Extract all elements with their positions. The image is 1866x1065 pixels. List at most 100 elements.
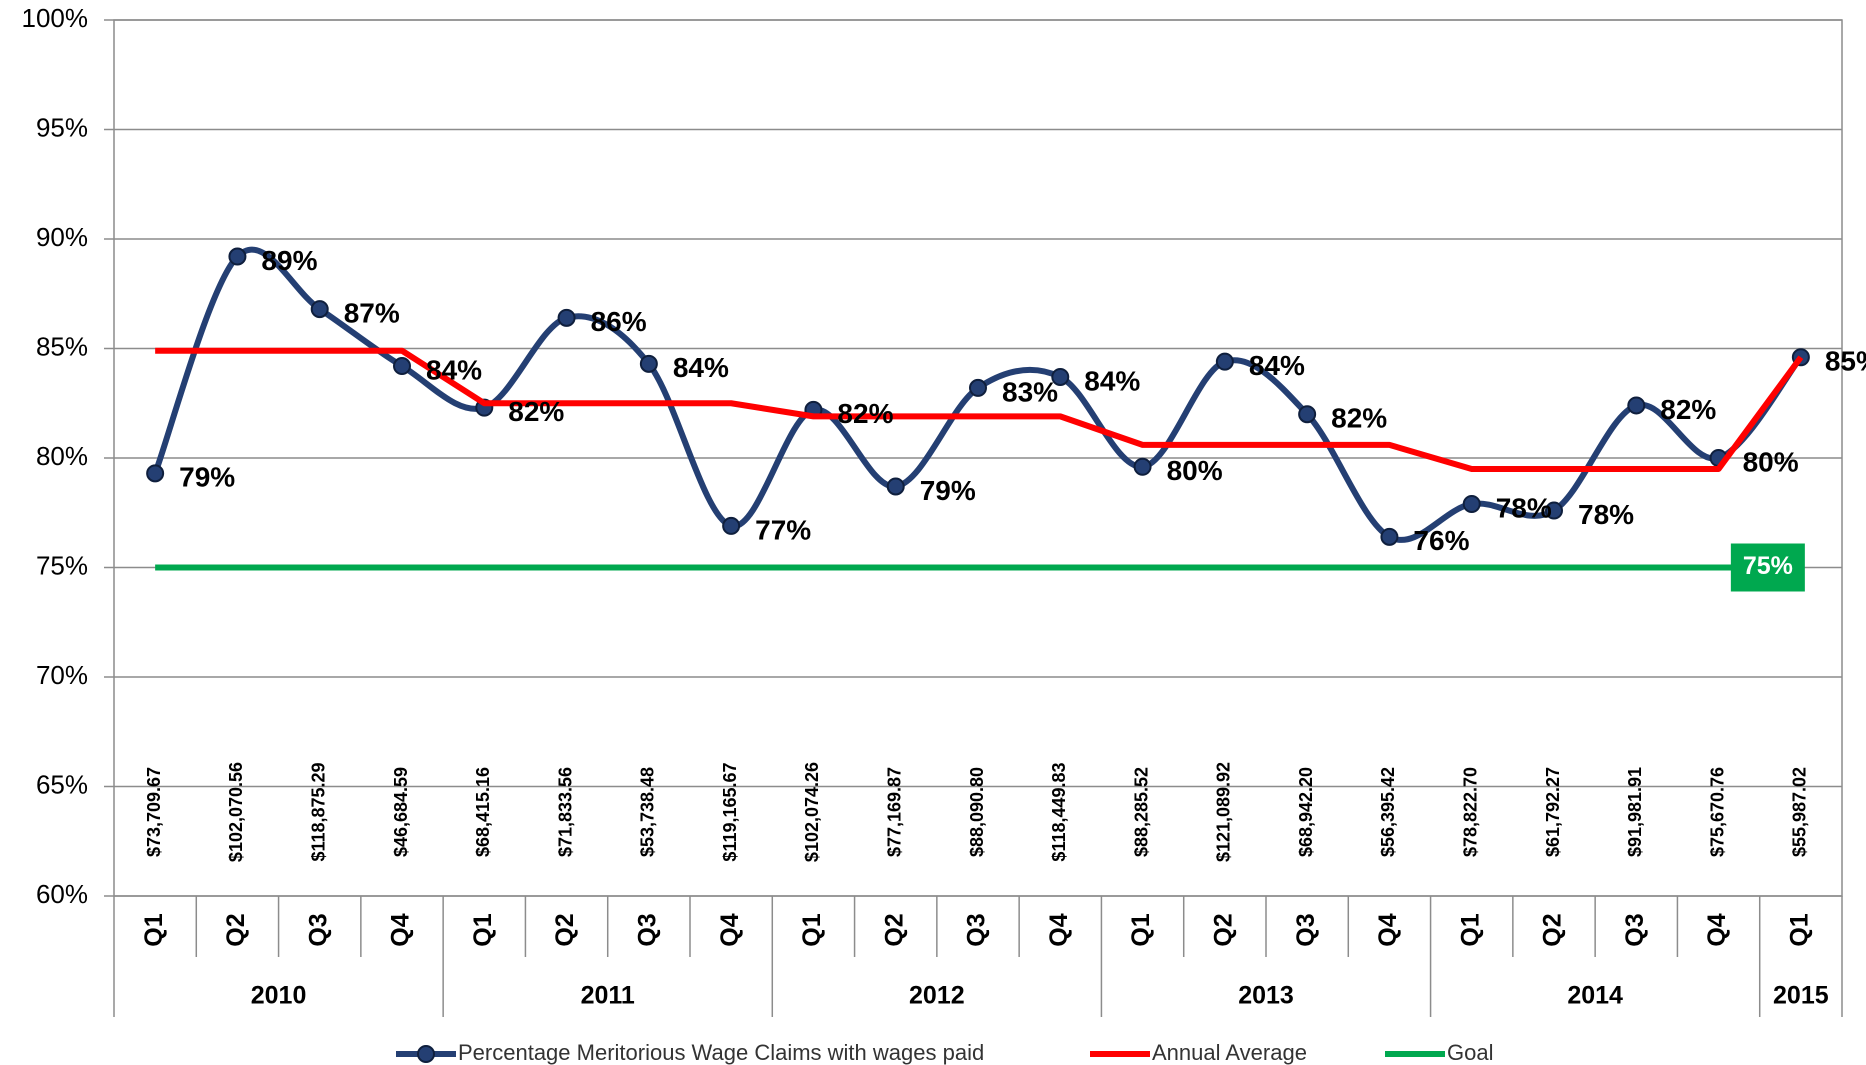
- year-label: 2015: [1773, 982, 1829, 1010]
- x-tick-label: Q4: [716, 913, 744, 946]
- amount-label: $88,090.80: [967, 767, 987, 857]
- data-point: [146, 464, 165, 483]
- data-point: [969, 378, 987, 397]
- amount-label: $119,165.67: [720, 762, 740, 861]
- x-tick-label: Q1: [469, 913, 497, 946]
- data-point: [1627, 396, 1646, 415]
- y-tick-label: 90%: [36, 222, 88, 252]
- amount-label: $91,981.91: [1625, 767, 1645, 857]
- amount-label: $46,684.59: [391, 767, 411, 857]
- amount-label: $56,395.42: [1378, 767, 1398, 857]
- x-tick-label: Q2: [880, 913, 908, 946]
- data-label: 84%: [1249, 350, 1305, 381]
- amount-label: $77,169.87: [884, 767, 904, 857]
- data-label: 75%: [1743, 552, 1793, 580]
- data-label: 89%: [261, 245, 317, 276]
- data-label: 82%: [508, 396, 564, 427]
- data-point: [886, 477, 905, 496]
- data-point: [228, 247, 247, 266]
- y-tick-label: 85%: [36, 331, 88, 361]
- data-label: 83%: [1002, 376, 1058, 407]
- data-point: [557, 308, 576, 327]
- x-tick-label: Q4: [1374, 913, 1402, 946]
- legend-marker: [417, 1045, 435, 1063]
- y-tick-label: 70%: [36, 660, 88, 690]
- data-point: [722, 516, 741, 535]
- amount-label: $71,833.56: [555, 767, 575, 857]
- data-point: [1051, 367, 1070, 386]
- legend-label: Goal: [1447, 1040, 1493, 1065]
- y-tick-label: 65%: [36, 769, 88, 799]
- x-tick-label: Q3: [1621, 913, 1649, 946]
- x-tick-label: Q3: [963, 913, 991, 946]
- data-point: [393, 357, 411, 376]
- data-label: 79%: [920, 475, 976, 506]
- data-label: 84%: [1084, 365, 1140, 396]
- data-point: [1215, 352, 1234, 371]
- y-tick-label: 60%: [36, 879, 88, 909]
- x-tick-label: Q3: [633, 913, 661, 946]
- year-label: 2014: [1567, 982, 1623, 1010]
- x-tick-label: Q1: [798, 913, 826, 946]
- data-label: 77%: [755, 514, 811, 545]
- data-label: 82%: [1660, 394, 1716, 425]
- x-tick-label: Q2: [1209, 913, 1237, 946]
- data-point: [1545, 501, 1563, 520]
- plot-border: [113, 19, 1843, 897]
- data-label: 85%: [1825, 346, 1866, 377]
- y-tick-label: 80%: [36, 441, 88, 471]
- data-label: 79%: [179, 462, 235, 493]
- amount-label: $118,875.29: [308, 762, 328, 861]
- amount-label: $73,709.67: [144, 767, 164, 857]
- y-tick-label: 75%: [36, 550, 88, 580]
- year-label: 2011: [581, 982, 635, 1010]
- amount-label: $75,670.76: [1707, 767, 1727, 857]
- amount-label: $118,449.83: [1049, 762, 1069, 861]
- amount-label: $61,792.27: [1543, 767, 1563, 857]
- data-label: 87%: [344, 297, 400, 328]
- amount-label: $102,070.56: [226, 762, 246, 862]
- amount-label: $102,074.26: [802, 762, 822, 862]
- amount-label: $121,089.92: [1214, 762, 1234, 862]
- series-line: [155, 347, 1804, 472]
- x-tick-label: Q1: [1785, 913, 1813, 946]
- amount-label: $55,987.02: [1790, 767, 1810, 857]
- x-tick-label: Q4: [1703, 913, 1731, 946]
- x-tick-label: Q3: [1292, 913, 1320, 946]
- data-label-box: [1730, 543, 1805, 592]
- data-label: 80%: [1167, 455, 1223, 486]
- data-label: 76%: [1413, 525, 1469, 556]
- amount-label: $68,415.16: [473, 767, 493, 857]
- data-point: [310, 300, 329, 319]
- x-tick-label: Q2: [551, 913, 579, 946]
- x-tick-label: Q3: [304, 913, 332, 946]
- data-label: 80%: [1743, 446, 1799, 477]
- x-tick-label: Q1: [1456, 913, 1484, 946]
- data-point: [1462, 494, 1481, 513]
- amount-label: $53,738.48: [638, 767, 658, 857]
- x-tick-label: Q1: [140, 913, 168, 946]
- legend-label: Annual Average: [1152, 1040, 1307, 1065]
- amount-label: $68,942.20: [1296, 767, 1316, 857]
- data-point: [1298, 405, 1317, 424]
- x-tick-label: Q2: [1539, 913, 1567, 946]
- data-point: [1380, 527, 1399, 546]
- data-label: 78%: [1496, 492, 1552, 523]
- legend-label: Percentage Meritorious Wage Claims with …: [458, 1040, 984, 1065]
- amount-label: $88,285.52: [1131, 767, 1151, 857]
- year-label: 2012: [909, 982, 965, 1010]
- data-label: 86%: [591, 306, 647, 337]
- x-tick-label: Q4: [1045, 913, 1073, 946]
- data-label: 82%: [837, 398, 893, 429]
- data-label: 78%: [1578, 499, 1634, 530]
- y-tick-label: 100%: [22, 3, 89, 33]
- data-label: 84%: [426, 354, 482, 385]
- year-label: 2010: [251, 982, 307, 1010]
- y-tick-label: 95%: [36, 112, 88, 142]
- amount-label: $78,822.70: [1460, 767, 1480, 857]
- x-tick-label: Q2: [222, 913, 250, 946]
- data-label: 82%: [1331, 403, 1387, 434]
- x-tick-label: Q1: [1127, 913, 1155, 946]
- data-label: 84%: [673, 352, 729, 383]
